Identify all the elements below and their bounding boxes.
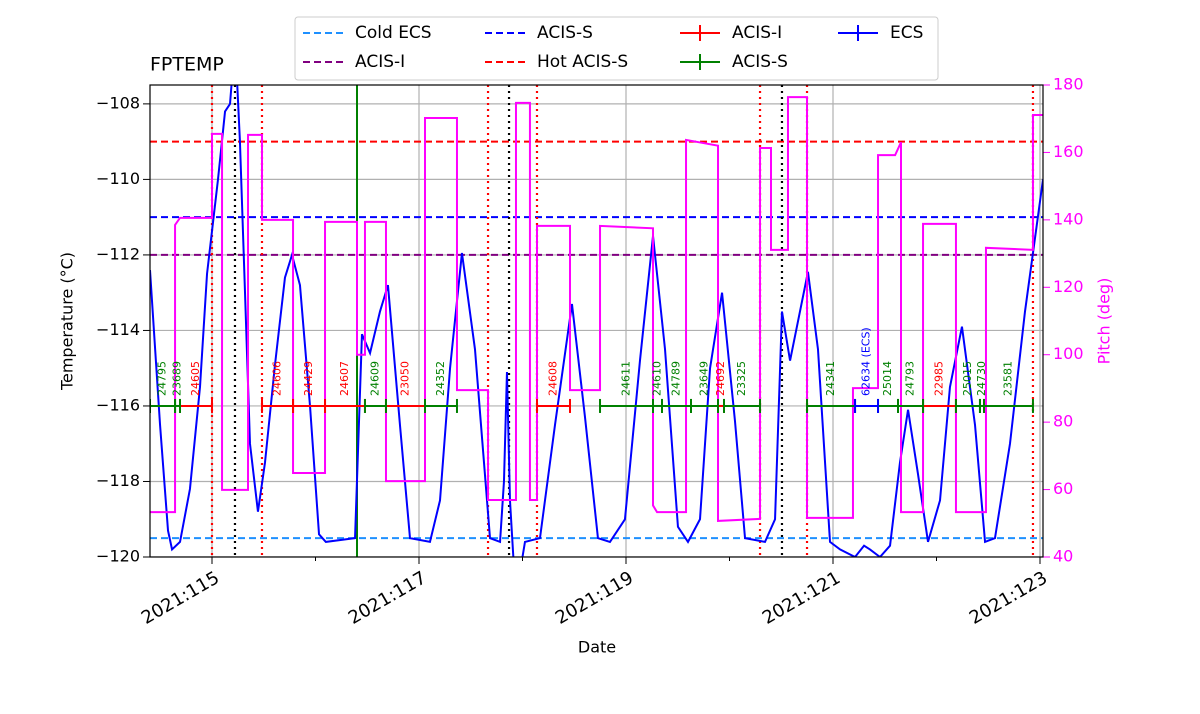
obsid-label: 24608 bbox=[546, 361, 559, 396]
legend-label: Cold ECS bbox=[355, 23, 432, 43]
obsid-label: 24611 bbox=[620, 361, 633, 396]
y2-tick-label: 40 bbox=[1053, 547, 1073, 566]
obsid-label: 24730 bbox=[975, 361, 988, 396]
plot-clip bbox=[150, 85, 1043, 557]
obsid-label: 24610 bbox=[651, 361, 664, 396]
y-tick-label: −120 bbox=[96, 547, 140, 566]
x-axis-label: Date bbox=[578, 638, 616, 657]
y2-axis-label: Pitch (deg) bbox=[1095, 278, 1114, 365]
legend-label: Hot ACIS-S bbox=[537, 52, 628, 72]
obsid-label: 23325 bbox=[735, 361, 748, 396]
chart-title: FPTEMP bbox=[150, 54, 224, 76]
obsid-label: 22985 bbox=[932, 361, 945, 396]
obsid-label: 24789 bbox=[670, 361, 683, 396]
y2-tick-label: 120 bbox=[1053, 277, 1084, 296]
obsid-label: 23689 bbox=[171, 361, 184, 396]
obsid-label: 25014 bbox=[881, 361, 894, 396]
y2-tick-label: 160 bbox=[1053, 142, 1084, 161]
obsid-label: 24341 bbox=[824, 361, 837, 396]
legend-box bbox=[294, 16, 939, 81]
y-tick-label: −118 bbox=[96, 471, 140, 490]
obsid-label: 24795 bbox=[156, 361, 169, 396]
obsid-label: 23050 bbox=[398, 361, 411, 396]
legend: Cold ECS ACIS-I ACIS-S Hot ACIS-S ACIS-I ACIS… bbox=[303, 23, 923, 72]
legend-label: ECS bbox=[890, 23, 923, 43]
obsid-label: 24352 bbox=[434, 361, 447, 396]
obsid-label: 25015 bbox=[961, 361, 974, 396]
obsid-label: 24429 bbox=[302, 361, 315, 396]
obsid-label: 24605 bbox=[189, 361, 202, 396]
legend-label: ACIS-I bbox=[732, 23, 782, 43]
obsid-label: 24793 bbox=[904, 361, 917, 396]
y-axis-label: Temperature (°C) bbox=[58, 252, 77, 391]
y2-tick-label: 80 bbox=[1053, 412, 1073, 431]
obsid-label: 23649 bbox=[698, 361, 711, 396]
y-tick-label: −108 bbox=[96, 93, 140, 112]
obsid-label: 24606 bbox=[271, 361, 284, 396]
obsid-label: 62634 (ECS) bbox=[860, 327, 873, 396]
obsid-label: 24607 bbox=[338, 361, 351, 396]
y-tick-label: −116 bbox=[96, 395, 140, 414]
y-tick-label: −114 bbox=[96, 320, 140, 339]
legend-label: ACIS-I bbox=[355, 52, 405, 72]
y-tick-label: −112 bbox=[96, 244, 140, 263]
y2-tick-label: 140 bbox=[1053, 209, 1084, 228]
y-tick-label: −110 bbox=[96, 169, 140, 188]
legend-label: ACIS-S bbox=[732, 52, 788, 72]
pitch-line bbox=[150, 96, 1043, 522]
legend-label: ACIS-S bbox=[537, 23, 593, 43]
obsid-label: 23581 bbox=[1001, 361, 1014, 396]
y2-tick-label: 100 bbox=[1053, 344, 1084, 363]
plot-area bbox=[150, 85, 1043, 557]
y2-tick-label: 180 bbox=[1053, 75, 1084, 94]
y2-tick-label: 60 bbox=[1053, 479, 1073, 498]
plot-frame bbox=[149, 84, 1044, 558]
obsid-label: 24609 bbox=[368, 361, 381, 396]
obsid-label: 24692 bbox=[714, 361, 727, 396]
